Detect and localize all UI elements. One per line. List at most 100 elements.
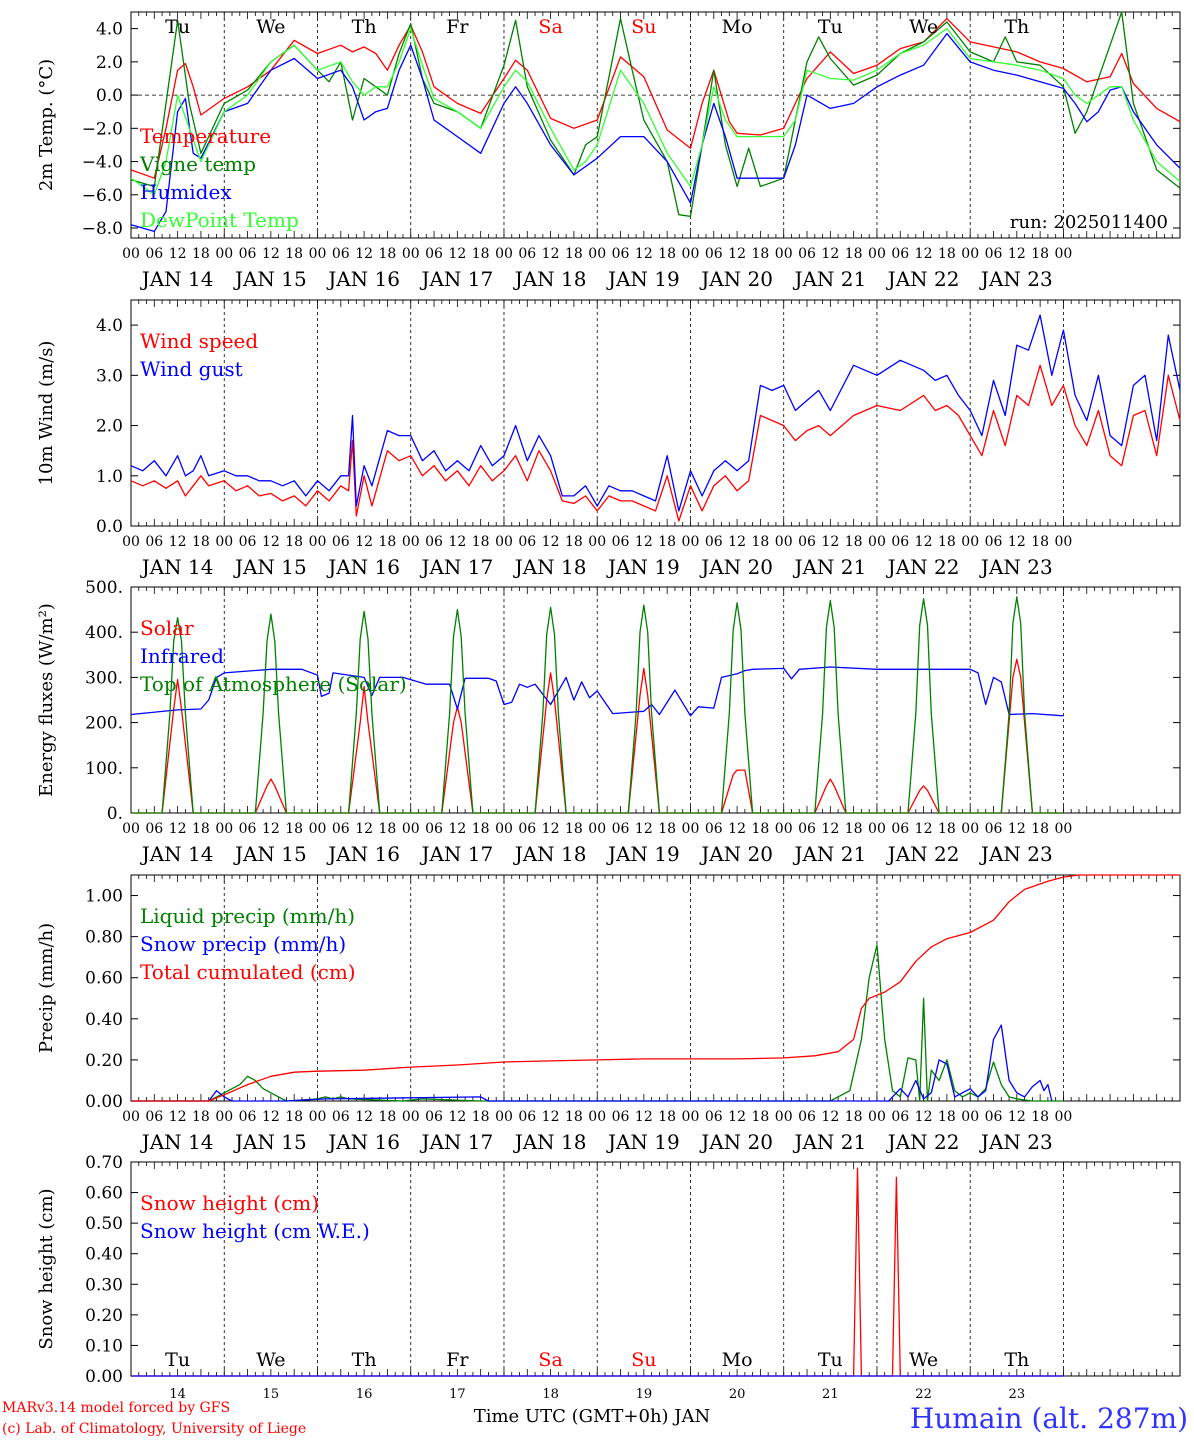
weekday-label: We [909, 16, 938, 38]
hour-tick-label: 00 [588, 821, 606, 837]
date-label: JAN 17 [419, 555, 493, 579]
hour-tick-label: 06 [985, 534, 1003, 550]
hour-tick-label: 00 [1055, 534, 1073, 550]
hour-tick-label: 00 [495, 246, 513, 262]
date-label: JAN 22 [886, 555, 960, 579]
y-tick-label: 0.00 [85, 1092, 123, 1112]
y-tick-label: −2.0 [82, 119, 123, 139]
weekday-label: We [909, 1349, 938, 1371]
hour-tick-label: 12 [355, 534, 373, 550]
series-line [130, 364, 1181, 522]
hour-tick-label: 18 [1031, 246, 1049, 262]
hour-tick-label: 00 [122, 821, 140, 837]
y-tick-label: 0.00 [85, 1367, 123, 1387]
hour-tick-label: 06 [518, 534, 536, 550]
weekday-label: We [256, 1349, 285, 1371]
hour-tick-label: 00 [215, 534, 233, 550]
hour-tick-label: 06 [239, 534, 257, 550]
series-line [131, 596, 1064, 814]
hour-tick-label: 18 [938, 821, 956, 837]
model-credit: MARv3.14 model forced by GFS [2, 1400, 230, 1416]
date-label: JAN 19 [606, 555, 680, 579]
hour-tick-label: 06 [705, 246, 723, 262]
date-label: JAN 17 [419, 1130, 493, 1154]
hour-tick-label: 12 [728, 534, 746, 550]
hour-tick-label: 12 [355, 246, 373, 262]
hour-tick-label: 00 [309, 246, 327, 262]
hour-tick-label: 06 [891, 1109, 909, 1125]
hour-tick-label: 06 [425, 246, 443, 262]
hour-tick-label: 12 [635, 246, 653, 262]
panel-temperature: −8.0 −6.0 −4.0 −2.0 0.0 2.0 4.0 2m Temp. (°C) Te… [36, 11, 1181, 291]
legend-entry: Snow height (cm W.E.) [140, 1219, 370, 1243]
y-tick-label: 0.40 [85, 1010, 123, 1030]
hour-tick-label: 06 [612, 246, 630, 262]
y-tick-label: 300. [85, 668, 123, 688]
y-tick-label: 200. [85, 714, 123, 734]
hour-tick-label: 06 [985, 1109, 1003, 1125]
y-tick-label: 400. [85, 623, 123, 643]
hour-tick-label: 12 [542, 534, 560, 550]
day-number: 23 [1009, 1387, 1026, 1402]
weekday-label: Fr [446, 16, 469, 38]
time-axis-label: Time UTC (GMT+0h) JAN [474, 1406, 711, 1427]
date-label: JAN 17 [419, 267, 493, 291]
y-axis-label: Energy fluxes (W/m²) [36, 603, 57, 797]
legend-entry: Solar [140, 616, 194, 640]
hour-tick-label: 12 [448, 821, 466, 837]
hour-tick-label: 18 [379, 534, 397, 550]
date-label: JAN 15 [233, 267, 307, 291]
hour-tick-label: 18 [751, 821, 769, 837]
y-axis-label: 10m Wind (m/s) [36, 341, 57, 486]
legend-entry: Wind gust [140, 357, 243, 381]
hour-tick-label: 00 [495, 534, 513, 550]
hour-tick-label: 00 [588, 1109, 606, 1125]
hour-tick-label: 12 [448, 534, 466, 550]
weekday-label: Th [352, 16, 377, 38]
date-label: JAN 22 [886, 842, 960, 866]
hour-tick-label: 12 [728, 246, 746, 262]
hour-tick-label: 00 [1055, 1109, 1073, 1125]
day-number: 22 [915, 1387, 932, 1402]
date-label: JAN 22 [886, 267, 960, 291]
weekday-label: Tu [165, 16, 190, 38]
day-number: 14 [169, 1387, 186, 1402]
hour-tick-label: 06 [891, 534, 909, 550]
hour-tick-label: 00 [961, 821, 979, 837]
hour-tick-label: 18 [379, 821, 397, 837]
hour-tick-label: 18 [751, 246, 769, 262]
y-tick-label: 2.0 [96, 53, 123, 73]
hour-tick-label: 18 [472, 1109, 490, 1125]
hour-tick-label: 18 [1031, 821, 1049, 837]
hour-tick-label: 12 [169, 246, 187, 262]
hour-tick-label: 00 [1055, 246, 1073, 262]
y-tick-label: 2.0 [96, 417, 123, 437]
hour-tick-label: 06 [518, 821, 536, 837]
y-tick-label: 0.50 [85, 1214, 123, 1234]
date-label: JAN 19 [606, 267, 680, 291]
panel-wind: 0.0 1.0 2.0 3.0 4.0 10m Wind (m/s) Wind speed W… [36, 299, 1181, 579]
date-label: JAN 15 [233, 842, 307, 866]
date-label: JAN 21 [792, 555, 866, 579]
hour-tick-label: 12 [728, 1109, 746, 1125]
hour-tick-label: 18 [565, 534, 583, 550]
hour-tick-label: 18 [1031, 534, 1049, 550]
legend-entry: Top of Atmosphere (Solar) [140, 672, 407, 696]
hour-tick-label: 00 [682, 534, 700, 550]
legend-entry: Snow precip (mm/h) [140, 932, 346, 956]
hour-tick-label: 18 [845, 1109, 863, 1125]
hour-tick-label: 00 [402, 534, 420, 550]
date-label: JAN 18 [513, 267, 587, 291]
series-line [130, 17, 1181, 179]
hour-tick-label: 00 [775, 246, 793, 262]
hour-tick-label: 18 [751, 1109, 769, 1125]
series-line [131, 874, 1180, 1102]
day-number: 20 [729, 1387, 746, 1402]
y-tick-label: 500. [85, 578, 123, 598]
hour-tick-label: 18 [472, 534, 490, 550]
weekday-label: Su [631, 16, 656, 38]
legend-entry: Vigne temp [139, 152, 256, 176]
date-label: JAN 19 [606, 1130, 680, 1154]
date-label: JAN 20 [699, 842, 773, 866]
